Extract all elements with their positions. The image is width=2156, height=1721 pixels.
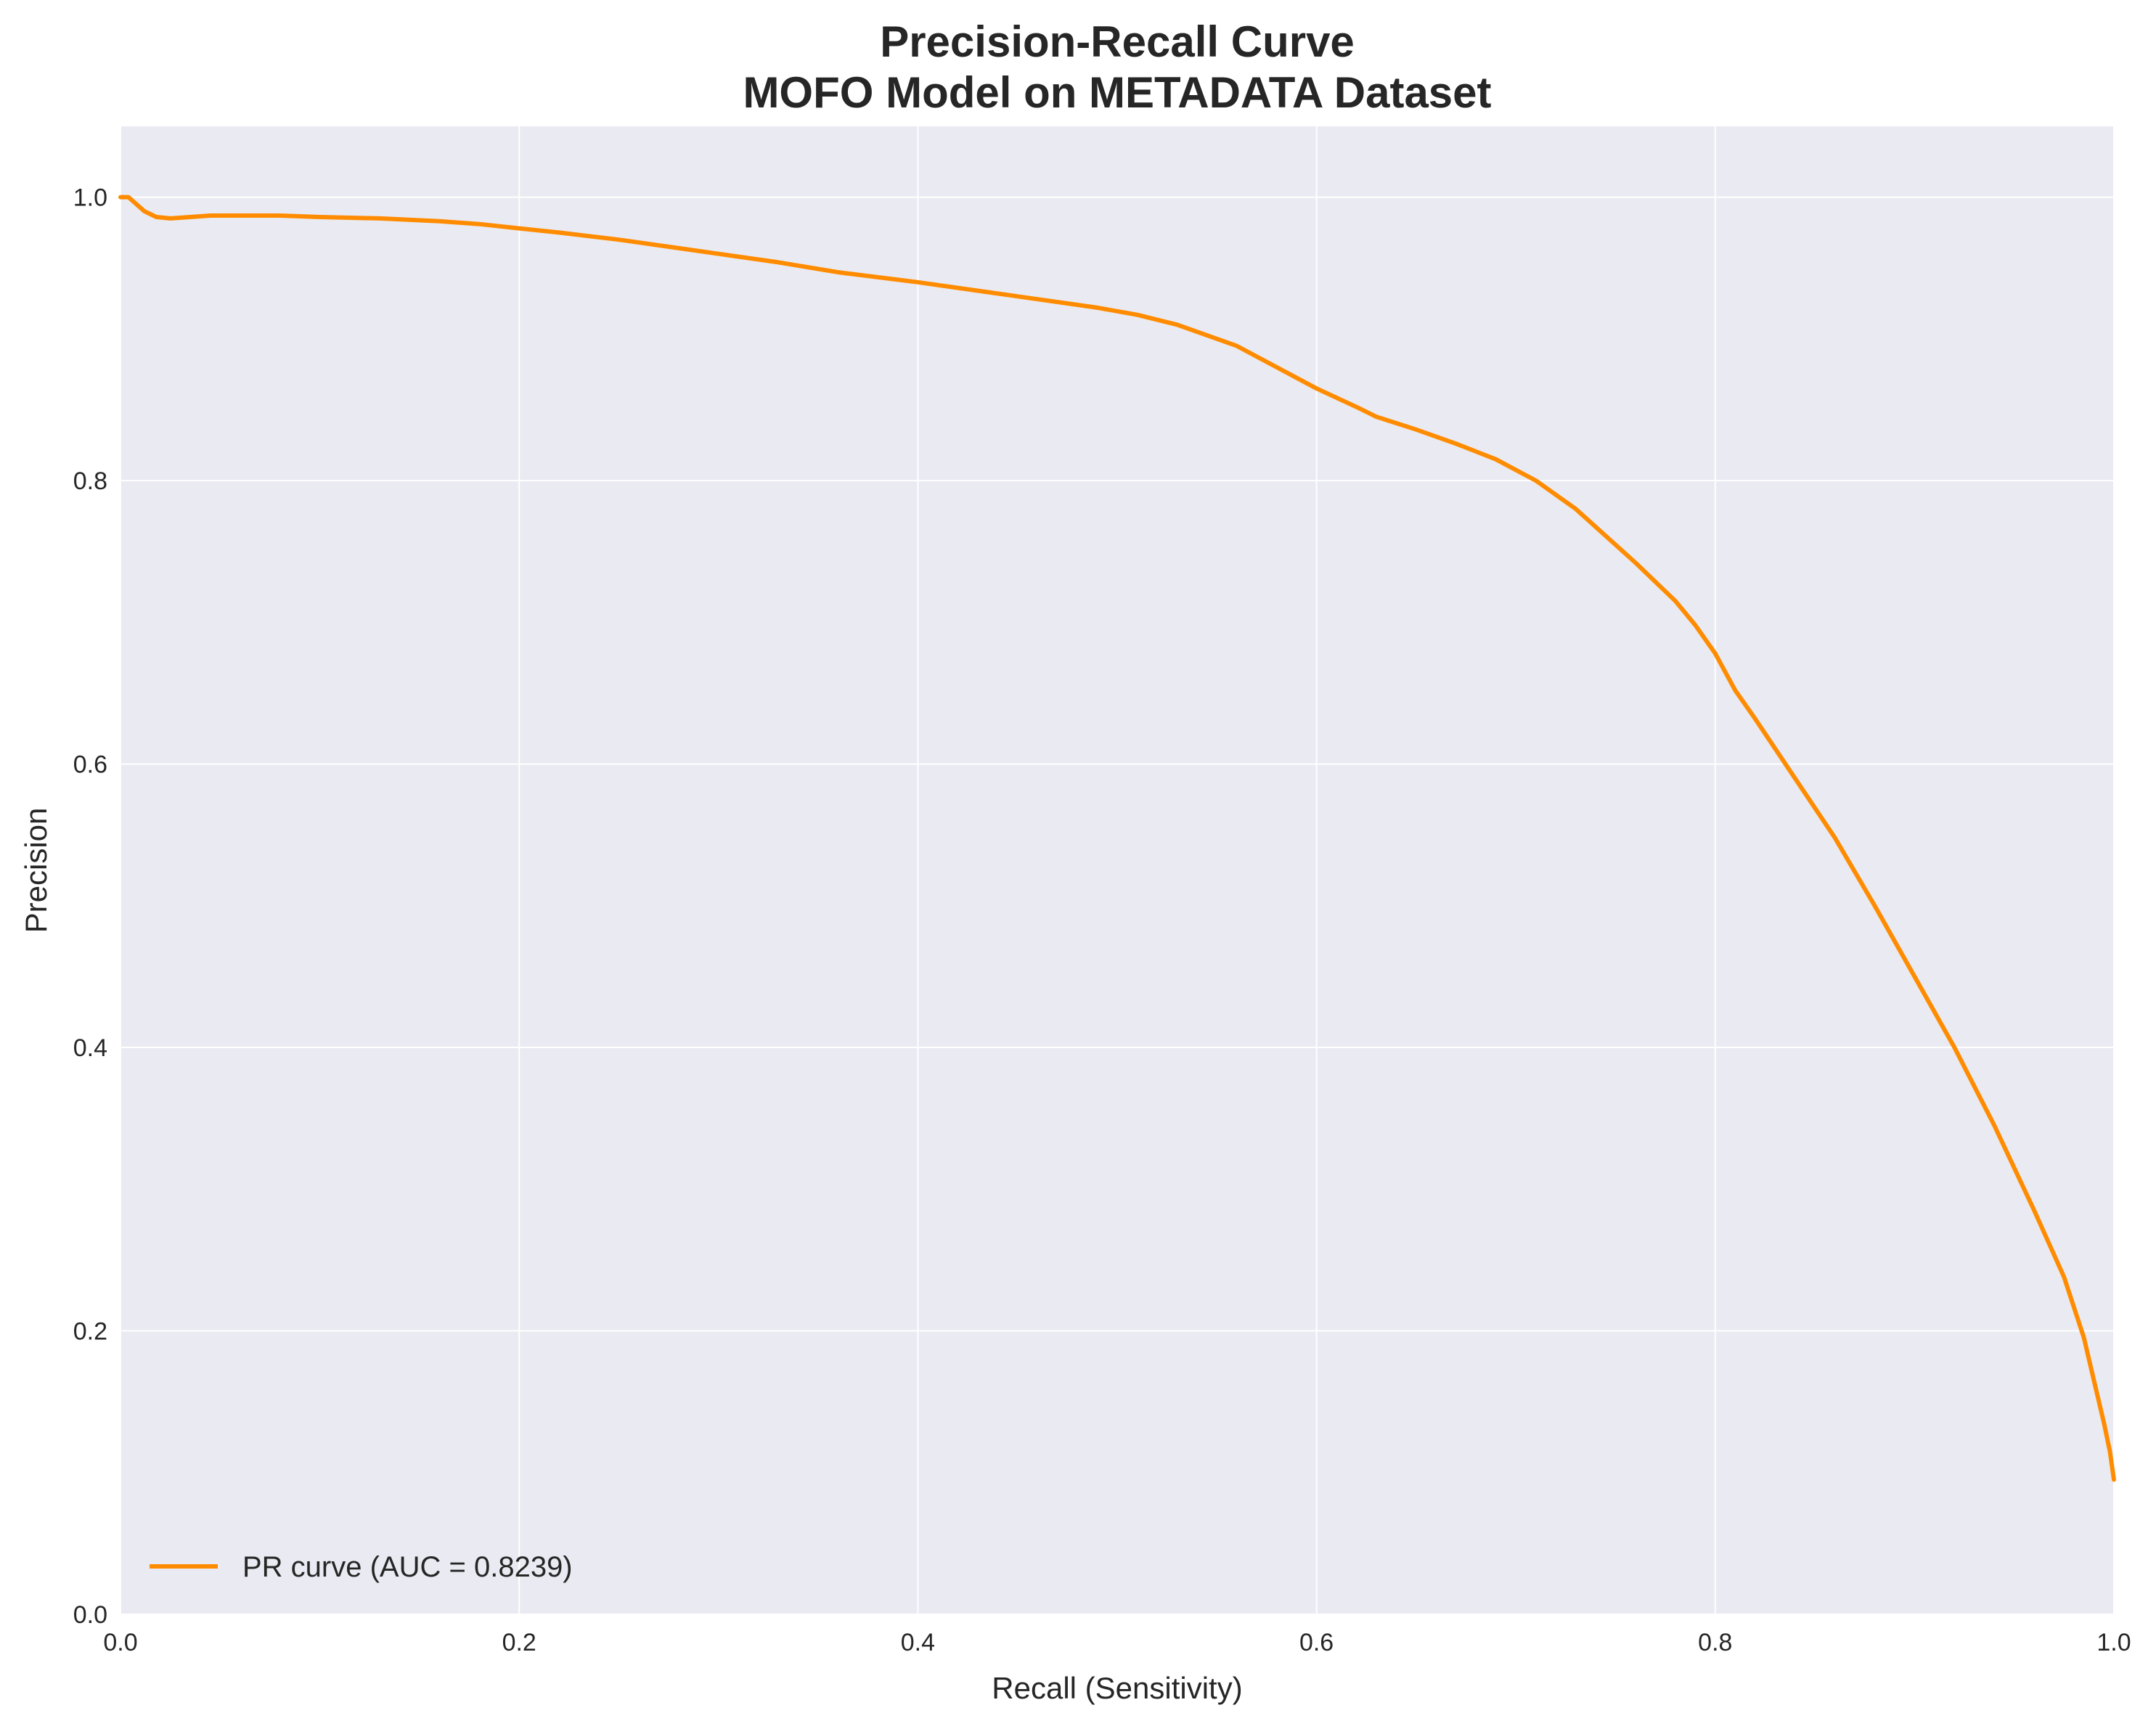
y-tick-label: 0.0 [73,1601,107,1629]
chart-subtitle: MOFO Model on METADATA Dataset [743,68,1491,117]
y-tick-label: 1.0 [73,184,107,212]
legend-label: PR curve (AUC = 0.8239) [242,1551,573,1583]
tick-layer: 0.0 0.2 0.4 0.6 0.8 1.0 0.0 0.2 0.4 0.6 0.8 1.0 [73,184,2131,1656]
chart-title: Precision-Recall Curve [880,17,1355,66]
y-tick-label: 0.2 [73,1318,107,1346]
x-tick-label: 0.6 [1299,1629,1334,1656]
x-tick-label: 0.2 [502,1629,536,1656]
x-tick-label: 0.4 [901,1629,935,1656]
y-tick-label: 0.8 [73,467,107,495]
plot-area [121,126,2114,1614]
x-tick-label: 0.8 [1698,1629,1732,1656]
pr-curve-line [118,195,2116,1482]
series-layer [118,195,2116,1482]
x-tick-label: 1.0 [2096,1629,2131,1656]
y-axis-label: Precision [19,808,53,933]
grid-layer [120,126,2115,1615]
y-tick-label: 0.6 [73,751,107,779]
y-tick-label: 0.4 [73,1034,107,1062]
legend: PR curve (AUC = 0.8239) [150,1551,573,1583]
x-tick-label: 0.0 [103,1629,137,1656]
x-axis-label: Recall (Sensitivity) [992,1671,1242,1705]
